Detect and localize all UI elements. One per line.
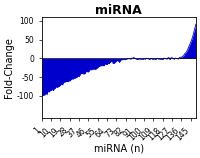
Title: miRNA: miRNA <box>95 4 142 17</box>
X-axis label: miRNA (n): miRNA (n) <box>94 144 144 154</box>
Y-axis label: Fold-Change: Fold-Change <box>4 37 14 98</box>
